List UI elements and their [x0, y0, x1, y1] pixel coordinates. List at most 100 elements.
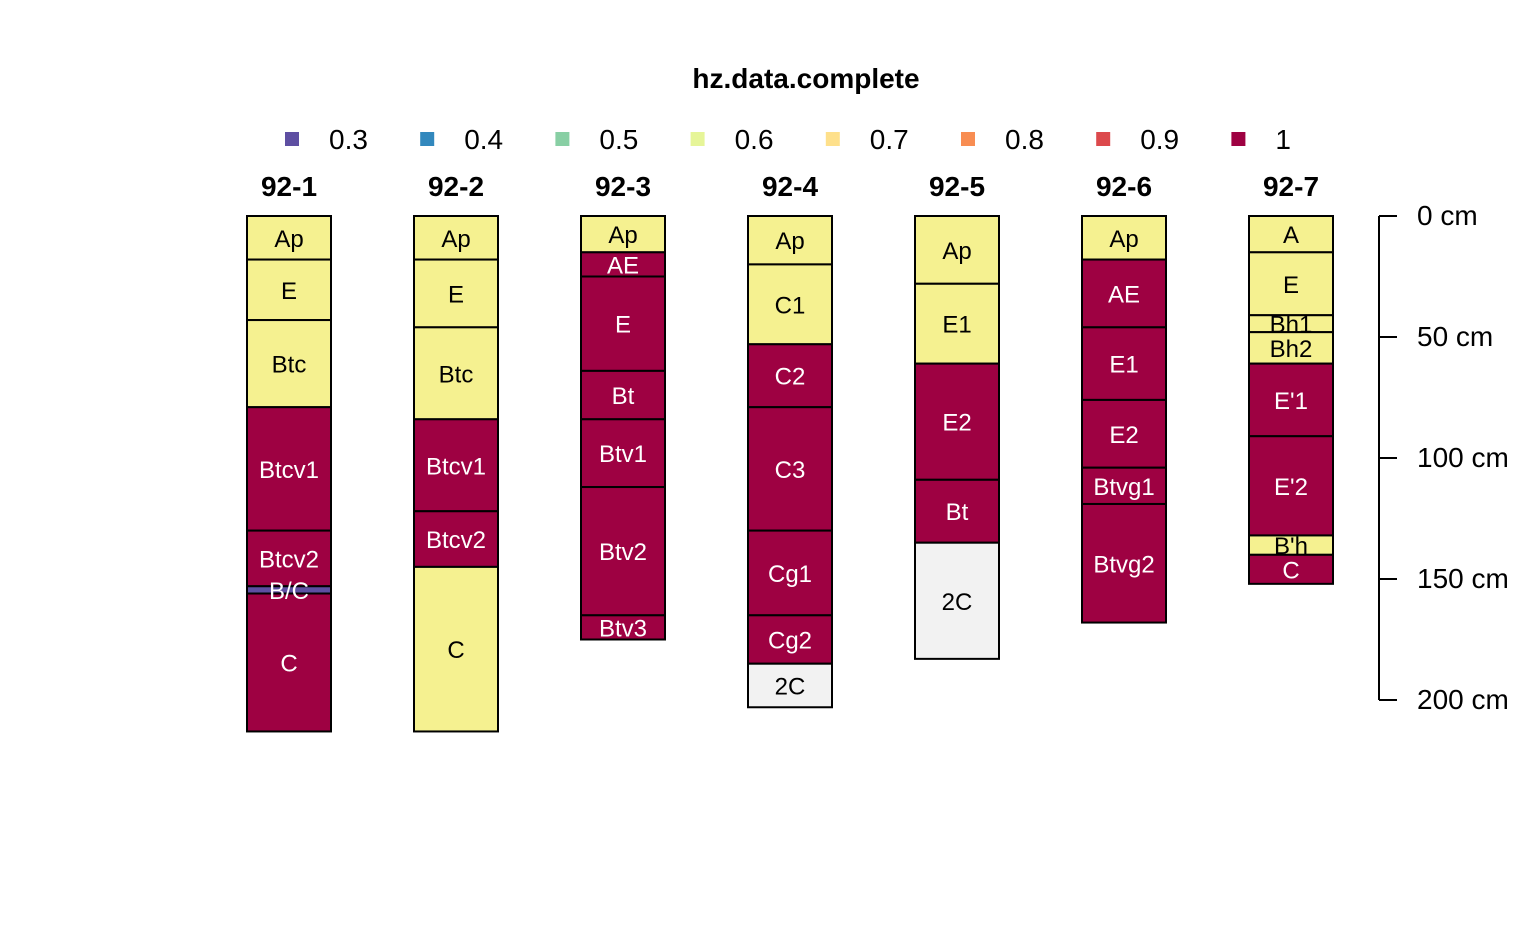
horizon-Bt — [914, 478, 1000, 544]
profile-92-5: 92-5 Ap E1 E2 Bt 2C — [914, 171, 1000, 660]
profile-id: 92-6 — [1096, 171, 1152, 202]
legend-label: 0.8 — [1005, 124, 1044, 155]
profile-id: 92-1 — [261, 171, 317, 202]
horizon-label: Cg1 — [768, 561, 812, 588]
horizon-label: C2 — [775, 364, 806, 391]
horizon-E2 — [914, 362, 1000, 481]
horizon-label: Btcv2 — [426, 527, 486, 554]
profile-92-1: 92-1 Ap E Btc Btcv1 Btcv2 B/C C — [246, 171, 332, 733]
horizon-label: E'1 — [1274, 388, 1308, 415]
profile-id: 92-2 — [428, 171, 484, 202]
horizon-label: Bt — [612, 383, 635, 410]
horizon-label: C — [447, 637, 464, 664]
horizon-Btv2 — [580, 486, 666, 617]
horizon-Ap — [914, 215, 1000, 285]
horizon-E — [413, 258, 499, 329]
horizon-label: 2C — [942, 589, 973, 616]
horizon-Btv1 — [580, 418, 666, 489]
horizon-AE — [580, 251, 666, 278]
horizon-Ap — [246, 215, 332, 261]
axis-tick-label: 50 cm — [1417, 321, 1493, 352]
horizon-E1 — [1081, 326, 1167, 401]
horizon-Btvg2 — [1081, 502, 1167, 624]
horizon-C — [1248, 553, 1334, 585]
profile-id: 92-4 — [762, 171, 818, 202]
axis-tick-label: 100 cm — [1417, 442, 1509, 473]
horizon-Ap — [580, 215, 666, 254]
legend-label: 0.3 — [329, 124, 368, 155]
horizon-Btc — [413, 326, 499, 421]
profile-id: 92-7 — [1263, 171, 1319, 202]
legend-swatch — [825, 132, 840, 146]
horizon-E — [580, 275, 666, 372]
profile-id: 92-5 — [929, 171, 985, 202]
horizon-2C — [747, 662, 833, 709]
horizon-label: B'h — [1274, 533, 1308, 560]
chart-title: hz.data.complete — [692, 63, 919, 94]
horizon-label: Btc — [439, 361, 474, 388]
horizon-label: Btcv1 — [426, 453, 486, 480]
horizon-label: E2 — [1109, 422, 1138, 449]
horizon-E'1 — [1248, 362, 1334, 438]
horizon-Btc — [246, 319, 332, 409]
horizon-AE — [1081, 258, 1167, 329]
horizon-label: Ap — [942, 238, 971, 265]
horizon-label: Btvg2 — [1093, 551, 1154, 578]
horizon-label: E'2 — [1274, 474, 1308, 501]
legend-swatch — [555, 132, 570, 146]
horizon-label: Bh2 — [1270, 336, 1313, 363]
legend-label: 0.7 — [870, 124, 909, 155]
horizon-label: E1 — [1109, 352, 1138, 379]
horizon-label: Ap — [775, 228, 804, 255]
horizon-label: Btcv2 — [259, 546, 319, 573]
horizon-label: Ap — [608, 222, 637, 249]
horizon-label: E — [615, 312, 631, 339]
legend-swatch — [961, 132, 975, 146]
horizon-label: Bh1 — [1270, 312, 1313, 339]
horizon-label: Cg2 — [768, 628, 812, 655]
legend-swatch — [420, 132, 435, 146]
horizon-C — [246, 592, 332, 733]
horizon-label: A — [1283, 222, 1299, 249]
horizon-label: E — [1283, 272, 1299, 299]
horizon-Btcv1 — [246, 406, 332, 532]
horizon-C3 — [747, 406, 833, 532]
horizon-label: Ap — [274, 226, 303, 253]
horizon-A — [1248, 215, 1334, 254]
profile-92-2: 92-2 Ap E Btc Btcv1 Btcv2 C — [413, 171, 499, 733]
profile-92-4: 92-4 Ap C1 C2 C3 Cg1 Cg2 2C — [747, 171, 833, 709]
horizon-label: 2C — [775, 673, 806, 700]
horizon-label: Ap — [1109, 226, 1138, 253]
legend-swatch — [690, 132, 705, 146]
horizon-E2 — [1081, 398, 1167, 469]
depth-axis: 0 cm 50 cm 100 cm 150 cm 200 cm — [1378, 200, 1509, 715]
horizon-label: AE — [607, 252, 639, 279]
horizon-label: C — [280, 650, 297, 677]
horizon-Btcv2 — [413, 510, 499, 568]
horizon-label: Btcv1 — [259, 457, 319, 484]
horizon-C — [413, 565, 499, 733]
horizon-label: E2 — [942, 410, 971, 437]
legend-swatch — [1096, 132, 1111, 146]
profile-id: 92-3 — [595, 171, 651, 202]
axis-tick-label: 0 cm — [1417, 200, 1478, 231]
legend-swatch — [1231, 132, 1246, 146]
horizon-label: E — [281, 278, 297, 305]
legend-swatch — [285, 132, 299, 146]
legend: 0.3 0.4 0.5 0.6 0.7 0.8 0.9 1 — [285, 124, 1291, 155]
horizon-Btv3 — [580, 614, 666, 641]
horizon-label: Btv3 — [599, 615, 647, 642]
profile-92-6: 92-6 Ap AE E1 E2 Btvg1 Btvg2 — [1081, 171, 1167, 624]
horizon-E — [1248, 251, 1334, 317]
horizon-C2 — [747, 343, 833, 409]
horizon-label: C — [1282, 557, 1299, 584]
horizon-label: Btv1 — [599, 441, 647, 468]
horizon-label: Ap — [441, 226, 470, 253]
horizon-label: AE — [1108, 281, 1140, 308]
horizon-2C — [914, 541, 1000, 660]
horizon-label: Bt — [946, 499, 969, 526]
profile-92-3: 92-3 Ap AE E Bt Btv1 Btv2 Btv3 — [580, 171, 666, 642]
horizon-label: Btv2 — [599, 539, 647, 566]
